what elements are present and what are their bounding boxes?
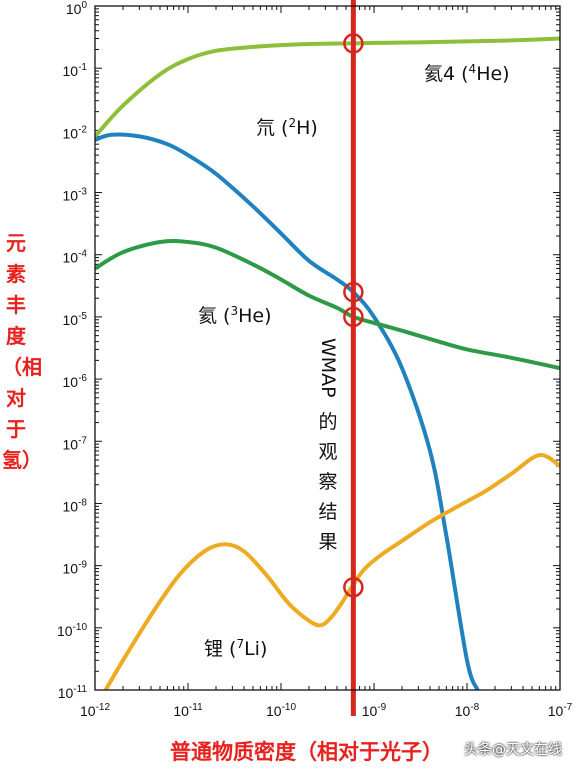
x-tick-label: 10-9: [362, 702, 387, 719]
y-tick-label: 100: [66, 0, 88, 17]
y-tick-label: 10-4: [63, 249, 88, 266]
x-tick-label: 10-12: [80, 702, 110, 719]
x-tick-label: 10-7: [548, 702, 573, 719]
y-tick-label: 10-7: [63, 435, 88, 452]
x-tick-label: 10-10: [266, 702, 296, 719]
curve-label-d: 氘 (2H): [256, 116, 318, 139]
x-tick-labels: 10-12 10-11 10-10 10-9 10-8 10-7: [80, 702, 573, 719]
y-tick-label: 10-1: [63, 62, 88, 79]
wmap-annotation: WMAP 的观察结果: [314, 338, 342, 557]
curve-li7: [103, 453, 560, 690]
y-tick-label: 10-9: [63, 560, 88, 577]
wmap-marker-li7: [343, 576, 364, 598]
y-tick-label: 10-11: [58, 684, 88, 701]
y-axis-label: 元素丰度（相对于氢）: [2, 231, 42, 472]
curve-d: [95, 132, 480, 690]
y-tick-label: 10-5: [63, 311, 88, 328]
watermark: 头条@天文在线: [464, 742, 562, 758]
wmap-label-latin: WMAP: [317, 338, 339, 398]
wmap-observation: [343, 0, 364, 716]
y-tick-label: 10-6: [63, 373, 88, 390]
curve-label-li7: 锂 (7Li): [204, 637, 267, 660]
y-tick-label: 10-8: [63, 497, 88, 514]
wmap-label-cjk: 的观察结果: [318, 410, 338, 553]
curve-label-he3: 氦 (3He): [198, 304, 271, 327]
x-tick-label: 10-11: [173, 702, 203, 719]
curves: [95, 36, 560, 690]
wmap-marker-he4: [343, 33, 364, 54]
plot-frame: [94, 5, 561, 691]
y-tick-labels: 100 10-1 10-2 10-3 10-4 10-5 10-6 10-7 10-8 10-9 1…: [57, 0, 87, 701]
y-tick-label: 10-10: [57, 622, 87, 639]
y-tick-label: 10-3: [63, 187, 88, 204]
curve-he4: [95, 36, 560, 139]
x-axis-label: 普通物质密度（相对于光子）: [170, 740, 443, 764]
wmap-marker-d: [343, 281, 364, 303]
axis-ticks: [94, 5, 561, 691]
curve-labels: 氦4 (4He) 氘 (2H) 氦 (3He) 锂 (7Li): [198, 62, 510, 660]
y-tick-label: 10-2: [63, 124, 88, 141]
curve-he3: [95, 239, 560, 371]
curve-label-he4: 氦4 (4He): [424, 62, 510, 85]
x-tick-label: 10-8: [455, 702, 480, 719]
wmap-marker-he3: [343, 306, 364, 328]
